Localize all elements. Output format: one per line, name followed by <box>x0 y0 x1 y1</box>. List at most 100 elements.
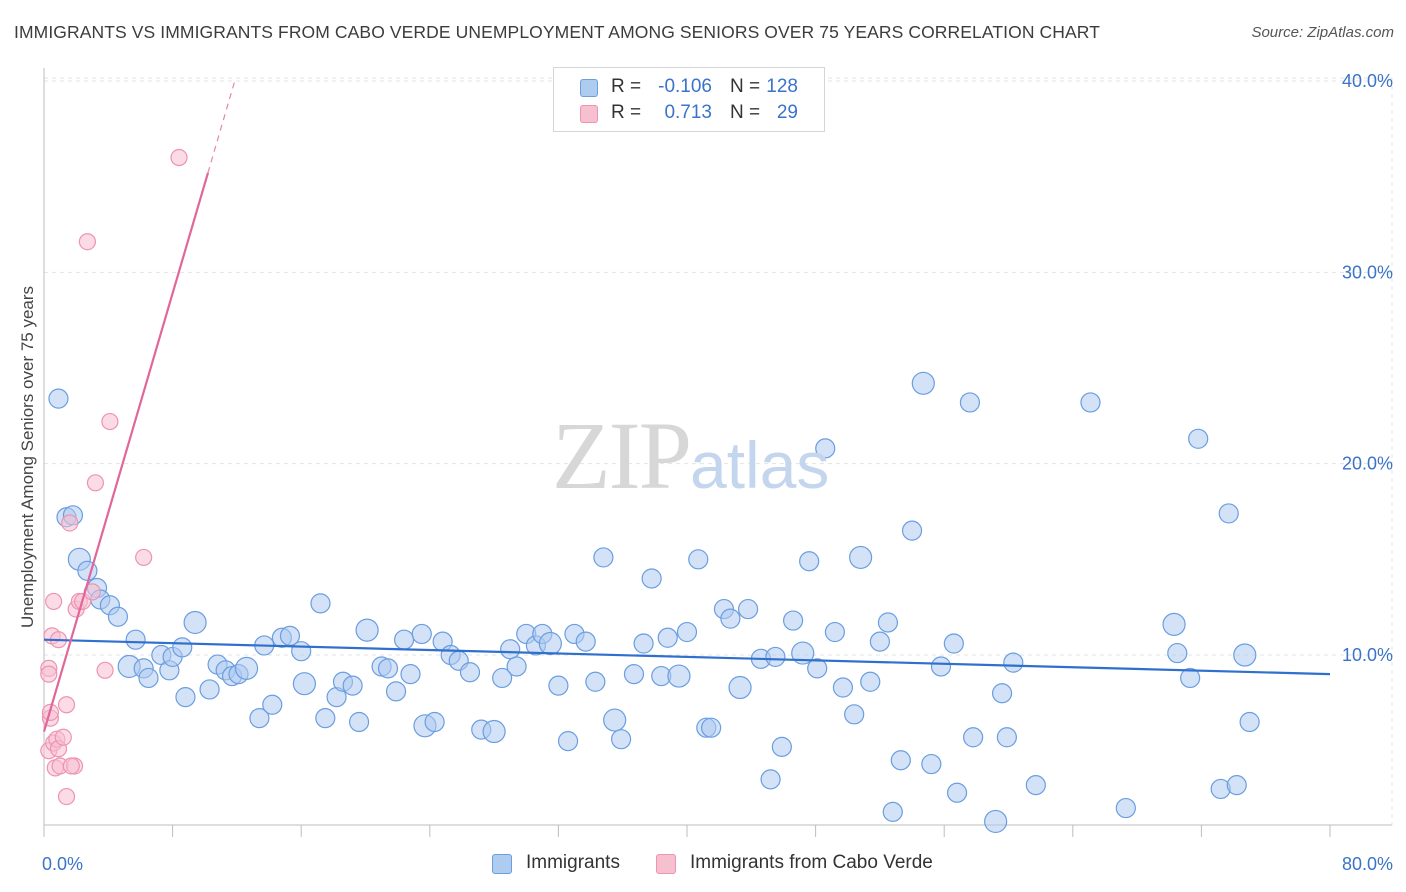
bottom-legend-swatch-immigrants <box>492 854 512 874</box>
immigrants-point <box>593 547 614 568</box>
legend-r-value: 0.713 <box>664 102 712 123</box>
legend-swatch-immigrants <box>580 79 598 97</box>
immigrants-point <box>262 694 283 715</box>
y-tick-label: 10.0% <box>1342 645 1393 665</box>
immigrants-point <box>728 675 752 700</box>
cabo-verde-point <box>78 233 97 251</box>
immigrants-point <box>138 667 159 689</box>
immigrants-point <box>701 717 722 738</box>
legend-row-cabo-verde: R = 0.713 N = 29 <box>554 101 824 127</box>
immigrants-point <box>249 708 270 729</box>
watermark: ZIPatlas <box>552 400 829 511</box>
immigrants-point <box>946 782 968 803</box>
cabo-verde-point <box>101 412 119 431</box>
cabo-verde-point <box>54 728 72 746</box>
immigrants-point <box>1218 503 1239 524</box>
immigrants-point <box>172 637 193 658</box>
cabo-verde-point <box>96 661 114 679</box>
bottom-legend-swatch-cabo-verde <box>656 854 676 874</box>
x-tick-label: 80.0% <box>1342 854 1393 874</box>
immigrants-point <box>400 664 421 685</box>
legend-swatch-cabo-verde <box>580 105 598 123</box>
x-tick-label: 0.0% <box>42 854 83 874</box>
immigrants-point <box>506 656 527 677</box>
immigrants-point <box>183 610 207 635</box>
immigrants-point <box>292 672 317 696</box>
immigrants-point <box>342 675 363 696</box>
immigrants-point <box>393 629 415 650</box>
immigrants-point <box>1003 652 1024 673</box>
tick-labels: 10.0% 20.0% 30.0% 40.0% 0.0% 80.0% <box>42 71 1393 874</box>
y-tick-label: 20.0% <box>1342 454 1393 474</box>
cabo-verde-point <box>57 696 76 714</box>
immigrants-point <box>623 664 645 685</box>
source-credit: Source: ZipAtlas.com <box>1251 24 1394 41</box>
immigrants-point <box>882 801 903 822</box>
legend-n-label: N = <box>730 76 761 97</box>
immigrants-point <box>424 711 445 733</box>
cabo-verde-point <box>45 592 63 611</box>
immigrants-point <box>125 629 146 650</box>
immigrants-point <box>844 704 865 725</box>
immigrants-point <box>291 641 312 662</box>
immigrants-point <box>459 662 481 683</box>
immigrants-point <box>1233 643 1257 667</box>
cabo-verde-point <box>170 148 188 167</box>
immigrants-point <box>575 631 596 652</box>
immigrants-point <box>107 606 129 627</box>
immigrants-point <box>815 438 836 459</box>
legend-r-value: -0.106 <box>658 76 712 97</box>
legend-n-value: 128 <box>766 76 798 97</box>
immigrants-point <box>737 598 759 620</box>
cabo-verde-point <box>86 474 105 492</box>
immigrants-point <box>1180 667 1201 689</box>
trend-lines <box>42 78 1331 732</box>
immigrants-point <box>315 708 336 729</box>
immigrants-point <box>877 612 899 633</box>
immigrants-point <box>1115 797 1136 819</box>
immigrants-point <box>603 708 627 732</box>
cabo-verde-point <box>135 548 153 567</box>
immigrants-point <box>1162 612 1186 636</box>
immigrants-point <box>760 769 781 790</box>
immigrants-point <box>991 683 1013 704</box>
immigrants-point <box>890 750 911 771</box>
immigrants-point <box>943 633 964 654</box>
immigrants-point <box>482 719 506 744</box>
immigrants-point <box>984 809 1008 834</box>
immigrants-point <box>1239 711 1260 733</box>
immigrants-point <box>791 641 815 665</box>
immigrants-point <box>538 631 562 656</box>
immigrants-point <box>849 545 873 570</box>
immigrants-point <box>1025 775 1046 796</box>
immigrants-point <box>901 520 923 541</box>
immigrants-point <box>782 610 804 631</box>
immigrants-point <box>377 658 399 679</box>
immigrants-point <box>1188 428 1209 449</box>
legend-r-label: R = <box>611 102 642 123</box>
immigrants-point <box>720 608 741 629</box>
immigrants-point <box>548 675 569 696</box>
series-immigrants-points <box>48 371 1260 834</box>
correlation-legend: R = -0.106 N = 128 R = 0.713 N = 29 <box>553 67 825 132</box>
immigrants-point <box>641 568 662 589</box>
immigrants-point <box>633 633 654 654</box>
immigrants-point <box>492 667 513 689</box>
immigrants-point <box>832 677 854 698</box>
y-axis-label: Unemployment Among Seniors over 75 years <box>18 285 37 629</box>
immigrants-point <box>959 392 981 413</box>
cabo-verde-point <box>40 665 58 683</box>
immigrants-point <box>771 736 792 757</box>
watermark-atlas: atlas <box>690 428 830 502</box>
immigrants-point <box>911 371 935 395</box>
watermark-zip: ZIP <box>552 402 692 509</box>
immigrants-point <box>411 623 432 645</box>
immigrants-point <box>667 664 691 688</box>
immigrants-point <box>688 549 709 570</box>
immigrants-point <box>348 711 370 733</box>
cabo-verde-point <box>61 514 79 532</box>
immigrants-point <box>1226 775 1247 796</box>
legend-row-immigrants: R = -0.106 N = 128 <box>554 75 824 101</box>
immigrants-point <box>234 656 259 680</box>
immigrants-point <box>1167 642 1188 664</box>
